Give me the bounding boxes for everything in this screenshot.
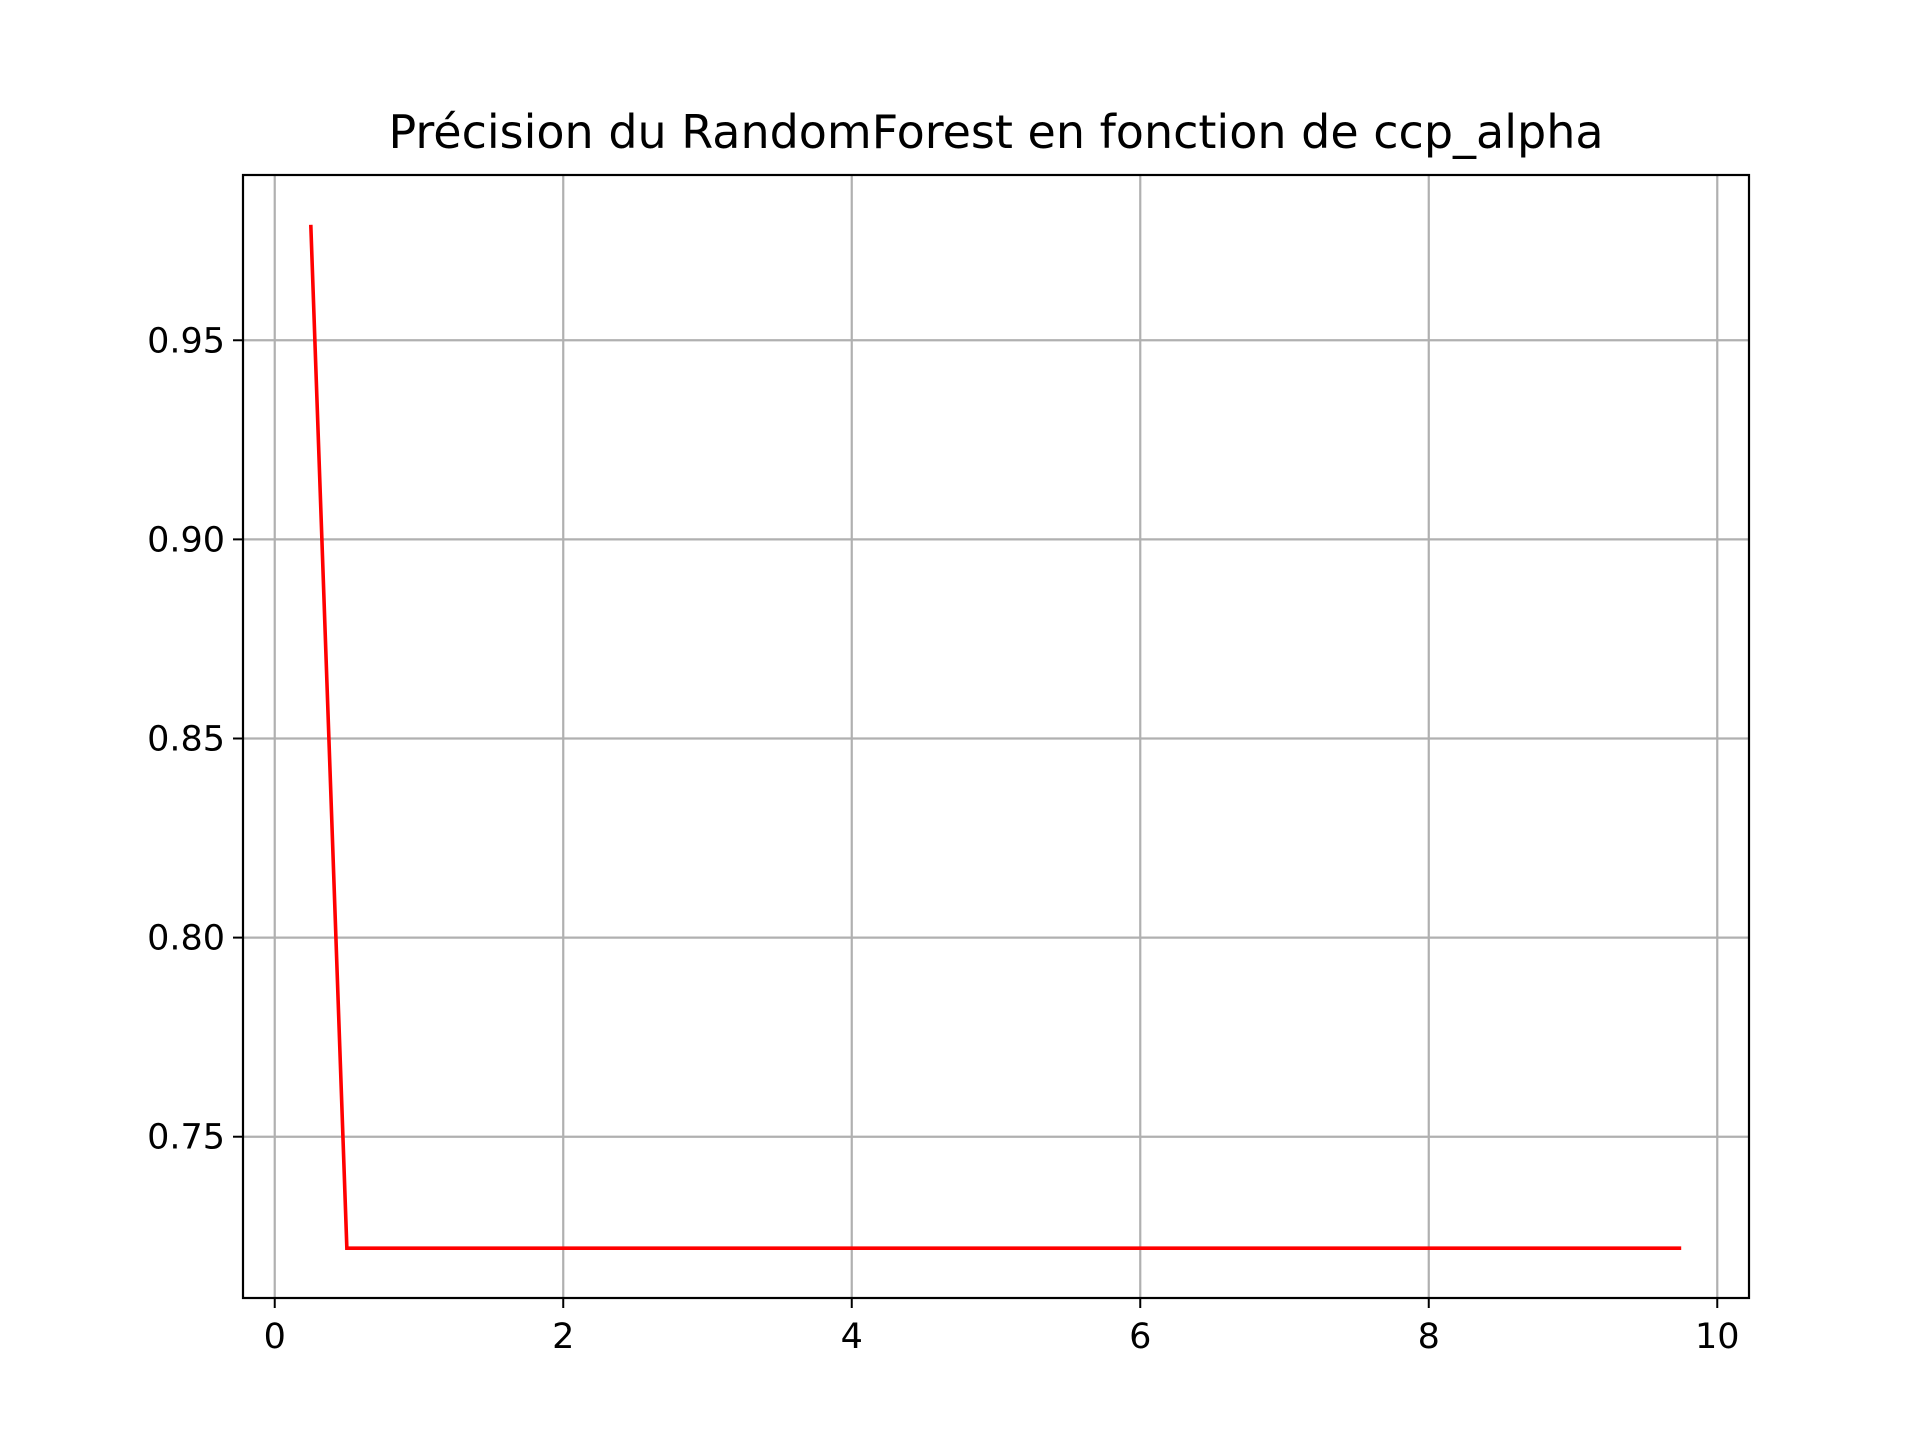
x-tick-label: 8 — [1418, 1317, 1440, 1357]
y-tick-label: 0.90 — [147, 520, 225, 560]
x-tick-label: 2 — [552, 1317, 574, 1357]
series-layer — [309, 224, 1682, 1251]
x-tick-label: 10 — [1695, 1317, 1740, 1357]
x-axis: 0 2 4 6 8 10 — [264, 1298, 1740, 1357]
x-tick-label: 4 — [841, 1317, 863, 1357]
plot-frame — [241, 173, 1751, 1300]
y-tick-label: 0.95 — [147, 321, 225, 361]
x-tick-label: 0 — [264, 1317, 286, 1357]
x-tick-label: 6 — [1129, 1317, 1151, 1357]
chart-title: Précision du RandomForest en fonction de… — [388, 105, 1603, 159]
y-axis: 0.75 0.80 0.85 0.90 0.95 — [147, 321, 243, 1158]
y-tick-label: 0.85 — [147, 719, 225, 759]
grid — [243, 175, 1749, 1298]
y-tick-label: 0.75 — [147, 1118, 225, 1158]
series-line — [309, 224, 1682, 1251]
y-tick-label: 0.80 — [147, 919, 225, 959]
